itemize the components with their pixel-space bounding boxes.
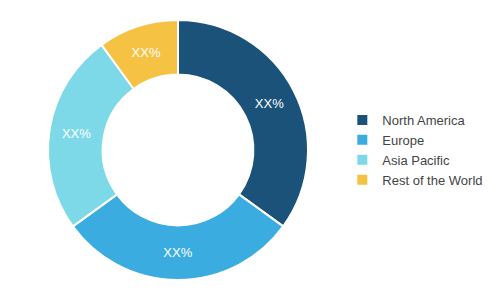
svg-text:XX%: XX% xyxy=(62,126,91,141)
svg-text:XX%: XX% xyxy=(255,96,284,111)
svg-text:Rest of the World: Rest of the World xyxy=(382,173,482,188)
svg-text:XX%: XX% xyxy=(163,245,192,260)
svg-text:North America: North America xyxy=(382,113,465,128)
svg-text:XX%: XX% xyxy=(132,45,161,60)
svg-text:Asia Pacific: Asia Pacific xyxy=(382,153,450,168)
svg-text:Europe: Europe xyxy=(382,133,424,148)
